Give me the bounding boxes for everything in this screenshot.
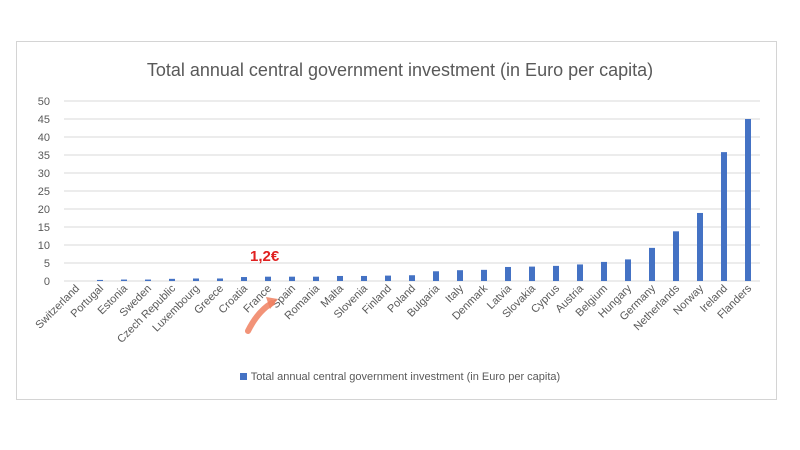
- bar: [97, 279, 103, 281]
- bar: [745, 119, 751, 281]
- y-tick-label: 30: [38, 168, 50, 180]
- y-tick-label: 40: [38, 132, 50, 144]
- bar: [217, 278, 223, 281]
- bar: [337, 275, 343, 281]
- bar: [625, 259, 631, 281]
- bar: [145, 279, 151, 281]
- y-tick-label: 0: [44, 276, 50, 288]
- y-tick-label: 45: [38, 114, 50, 126]
- bar: [121, 279, 127, 281]
- y-tick-label: 5: [44, 258, 50, 270]
- chart-title: Total annual central government investme…: [146, 60, 654, 80]
- callout-arrowhead-icon: [266, 297, 278, 309]
- bar: [385, 275, 391, 281]
- bar: [193, 278, 199, 281]
- y-tick-label: 20: [38, 204, 50, 216]
- bar: [577, 264, 583, 281]
- bar: [241, 277, 247, 281]
- bar: [505, 266, 511, 281]
- bar: [409, 275, 415, 281]
- bar: [433, 271, 439, 281]
- bar: [313, 276, 319, 281]
- y-tick-label: 35: [38, 150, 50, 162]
- y-tick-label: 50: [38, 96, 50, 108]
- bar: [601, 261, 607, 281]
- legend: Total annual central government investme…: [0, 371, 800, 383]
- bar: [697, 212, 703, 281]
- y-tick-label: 25: [38, 186, 50, 198]
- france-callout-label: 1,2€: [250, 248, 280, 265]
- bar: [481, 269, 487, 281]
- legend-label: Total annual central government investme…: [250, 371, 561, 383]
- bar: [649, 247, 655, 281]
- y-tick-label: 10: [38, 240, 50, 252]
- legend-swatch: [239, 372, 247, 380]
- bar: [553, 265, 559, 281]
- y-tick-label: 15: [38, 222, 50, 234]
- bar: [265, 276, 271, 281]
- bar: [289, 276, 295, 281]
- bar: [457, 270, 463, 281]
- bar: [721, 152, 727, 281]
- bar: [361, 275, 367, 281]
- bar: [529, 266, 535, 281]
- bar: [169, 278, 175, 281]
- bar: [673, 231, 679, 281]
